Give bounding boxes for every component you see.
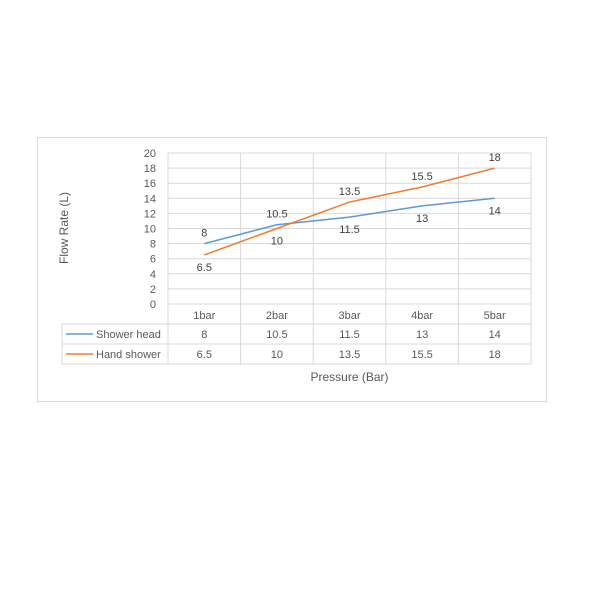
x-tick-label: 1bar — [193, 310, 215, 322]
table-cell: 8 — [201, 329, 207, 341]
x-tick-label: 5bar — [484, 310, 506, 322]
y-axis-title: Flow Rate (L) — [57, 192, 71, 264]
table-cell: 10 — [271, 349, 283, 361]
y-tick-label: 20 — [144, 148, 156, 160]
legend-label: Shower head — [96, 329, 161, 341]
y-tick-label: 14 — [144, 193, 156, 205]
x-tick-label: 4bar — [411, 310, 433, 322]
x-tick-label: 3bar — [338, 310, 360, 322]
data-label: 18 — [489, 152, 501, 164]
data-label: 13.5 — [339, 186, 360, 198]
data-label: 11.5 — [339, 224, 360, 236]
y-tick-label: 8 — [150, 239, 156, 251]
data-label: 8 — [201, 228, 207, 240]
y-tick-label: 4 — [150, 269, 156, 281]
table-cell: 13 — [416, 329, 428, 341]
y-tick-label: 0 — [150, 299, 156, 311]
y-tick-label: 16 — [144, 178, 156, 190]
data-label: 10.5 — [266, 209, 287, 221]
y-tick-label: 12 — [144, 208, 156, 220]
table-cell: 6.5 — [197, 349, 212, 361]
table-cell: 13.5 — [339, 349, 360, 361]
table-cell: 11.5 — [339, 329, 360, 341]
x-tick-label: 2bar — [266, 310, 288, 322]
y-tick-label: 10 — [144, 224, 156, 236]
table-cell: 10.5 — [266, 329, 287, 341]
data-label: 13 — [416, 213, 428, 225]
y-tick-label: 2 — [150, 284, 156, 296]
series-line-1 — [204, 167, 495, 256]
y-tick-label: 18 — [144, 163, 156, 175]
data-label: 6.5 — [197, 262, 212, 274]
table-cell: 18 — [489, 349, 501, 361]
data-label: 14 — [489, 205, 501, 217]
table-cell: 15.5 — [411, 349, 432, 361]
data-label: 15.5 — [411, 171, 432, 183]
series-line-0 — [204, 197, 495, 245]
x-axis-title: Pressure (Bar) — [310, 370, 388, 384]
data-label: 10 — [271, 236, 283, 248]
y-tick-label: 6 — [150, 254, 156, 266]
chart-frame — [37, 137, 547, 402]
legend-label: Hand shower — [96, 349, 161, 361]
table-cell: 14 — [489, 329, 501, 341]
